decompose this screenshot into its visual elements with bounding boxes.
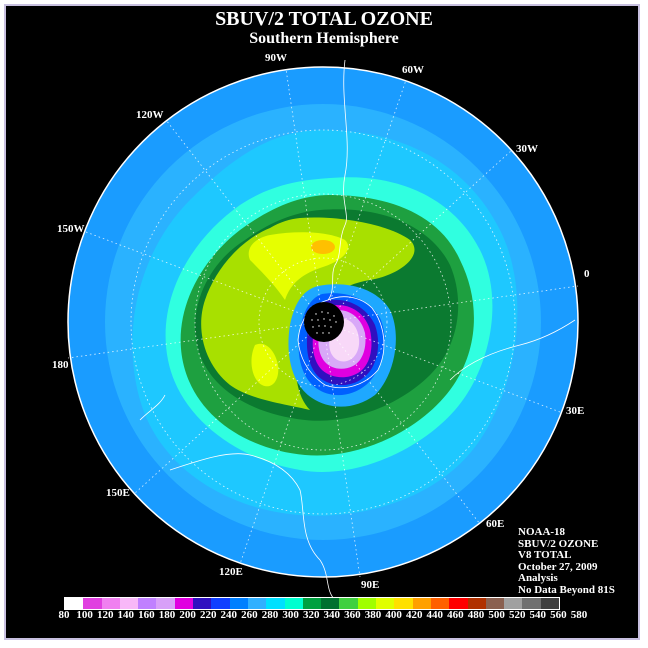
scale-tick-label: 520 xyxy=(508,609,526,621)
scale-swatch xyxy=(211,598,230,609)
scale-swatch xyxy=(65,598,84,609)
scale-tick-label: 140 xyxy=(117,609,135,621)
scale-tick-label: 240 xyxy=(220,609,238,621)
scale-tick-label: 80 xyxy=(58,609,70,621)
coastline-australia xyxy=(169,453,336,601)
latitude-circle-1 xyxy=(258,257,388,387)
scale-swatch xyxy=(266,598,285,609)
scale-tick-label: 340 xyxy=(323,609,341,621)
scale-swatch xyxy=(376,598,395,609)
scale-swatch xyxy=(193,598,212,609)
no-data-pole xyxy=(304,302,344,342)
coastline-antarctic-peninsula xyxy=(327,224,346,301)
scale-tick-label: 440 xyxy=(426,609,444,621)
scale-swatch xyxy=(321,598,340,609)
info-date: October 27, 2009 xyxy=(518,560,598,573)
coastlines xyxy=(139,59,576,601)
scale-swatch xyxy=(138,598,157,609)
lon-label-60e: 60E xyxy=(486,518,505,530)
scale-swatch xyxy=(467,598,486,609)
scale-swatch xyxy=(412,598,431,609)
lon-label-150w: 150W xyxy=(57,223,85,235)
scale-tick-label: 200 xyxy=(179,609,196,621)
scale-tick-label: 400 xyxy=(385,609,402,621)
meridian-150e xyxy=(133,321,324,495)
coastline-new-zealand xyxy=(139,394,166,421)
scale-tick-label: 580 xyxy=(570,609,588,621)
lon-label-90w: 90W xyxy=(265,52,287,64)
info-satellite: NOAA-18 xyxy=(518,526,566,538)
info-product: V8 TOTAL xyxy=(518,549,572,561)
lon-label-120w: 120W xyxy=(136,109,164,121)
scale-swatch xyxy=(430,598,450,609)
scale-tick-label: 500 xyxy=(488,609,505,621)
info-block: NOAA-18 SBUV/2 OZONE V8 TOTAL October 27… xyxy=(518,526,615,596)
scale-swatch xyxy=(540,598,560,609)
color-scale-labels: 80 100 120 140 160 180 200 220 240 260 280 300 320 34… xyxy=(56,609,596,621)
ozone-band-420-b xyxy=(251,343,279,387)
coastline-antarctica xyxy=(297,296,385,389)
lon-label-0: 0 xyxy=(584,268,590,280)
scale-swatch xyxy=(485,598,505,609)
scale-tick-label: 120 xyxy=(96,609,114,621)
latitude-circle-2 xyxy=(194,193,452,451)
scale-tick-label: 300 xyxy=(282,609,299,621)
scale-tick-label: 480 xyxy=(467,609,485,621)
scale-swatch xyxy=(229,598,248,609)
scale-swatch xyxy=(174,598,194,609)
coastline-africa xyxy=(449,319,576,381)
scale-swatch xyxy=(247,598,267,609)
scale-tick-label: 180 xyxy=(158,609,176,621)
scale-tick-label: 540 xyxy=(529,609,547,621)
scale-tick-label: 100 xyxy=(76,609,93,621)
meridian-30e xyxy=(322,321,561,413)
info-type: Analysis xyxy=(518,572,558,584)
lon-label-30e: 30E xyxy=(566,405,585,417)
lon-label-60w: 60W xyxy=(402,64,424,76)
scale-swatch xyxy=(119,598,139,609)
lon-label-180: 180 xyxy=(52,359,69,371)
scale-tick-label: 380 xyxy=(364,609,382,621)
scale-tick-label: 420 xyxy=(405,609,423,621)
map-subtitle: Southern Hemisphere xyxy=(249,30,399,47)
scale-tick-label: 160 xyxy=(138,609,155,621)
map-title: SBUV/2 TOTAL OZONE xyxy=(215,8,433,30)
meridian-150w xyxy=(85,231,324,323)
meridian-30w xyxy=(322,149,513,323)
scale-tick-label: 260 xyxy=(241,609,258,621)
scale-swatch xyxy=(284,598,303,609)
scale-swatch xyxy=(449,598,468,609)
lon-label-30w: 30W xyxy=(516,143,538,155)
pole-no-data-disk xyxy=(304,302,344,342)
scale-tick-label: 360 xyxy=(344,609,361,621)
scale-tick-label: 560 xyxy=(550,609,567,621)
info-instrument: SBUV/2 OZONE xyxy=(518,537,599,550)
lon-label-90e: 90E xyxy=(361,579,380,591)
coastline-south-america xyxy=(343,59,348,226)
scale-swatch xyxy=(504,598,523,609)
lon-label-120e: 120E xyxy=(219,566,243,578)
scale-swatch xyxy=(357,598,377,609)
lon-label-150e: 150E xyxy=(106,487,130,499)
scale-tick-label: 460 xyxy=(447,609,464,621)
scale-tick-label: 320 xyxy=(302,609,320,621)
scale-swatch xyxy=(302,598,322,609)
graticule xyxy=(67,68,579,578)
latitude-circle-3 xyxy=(130,129,516,515)
scale-swatch xyxy=(156,598,175,609)
scale-swatch xyxy=(522,598,541,609)
color-scale-bar xyxy=(64,597,561,610)
ozone-max-patch xyxy=(311,240,335,254)
info-note: No Data Beyond 81S xyxy=(518,583,615,596)
map-boundary xyxy=(67,66,579,578)
scale-swatch xyxy=(339,598,358,609)
scale-swatch xyxy=(101,598,120,609)
scale-tick-label: 280 xyxy=(261,609,279,621)
scale-swatch xyxy=(83,598,102,609)
scale-tick-label: 220 xyxy=(199,609,217,621)
scale-swatch xyxy=(394,598,413,609)
pole-stipple xyxy=(311,311,337,334)
